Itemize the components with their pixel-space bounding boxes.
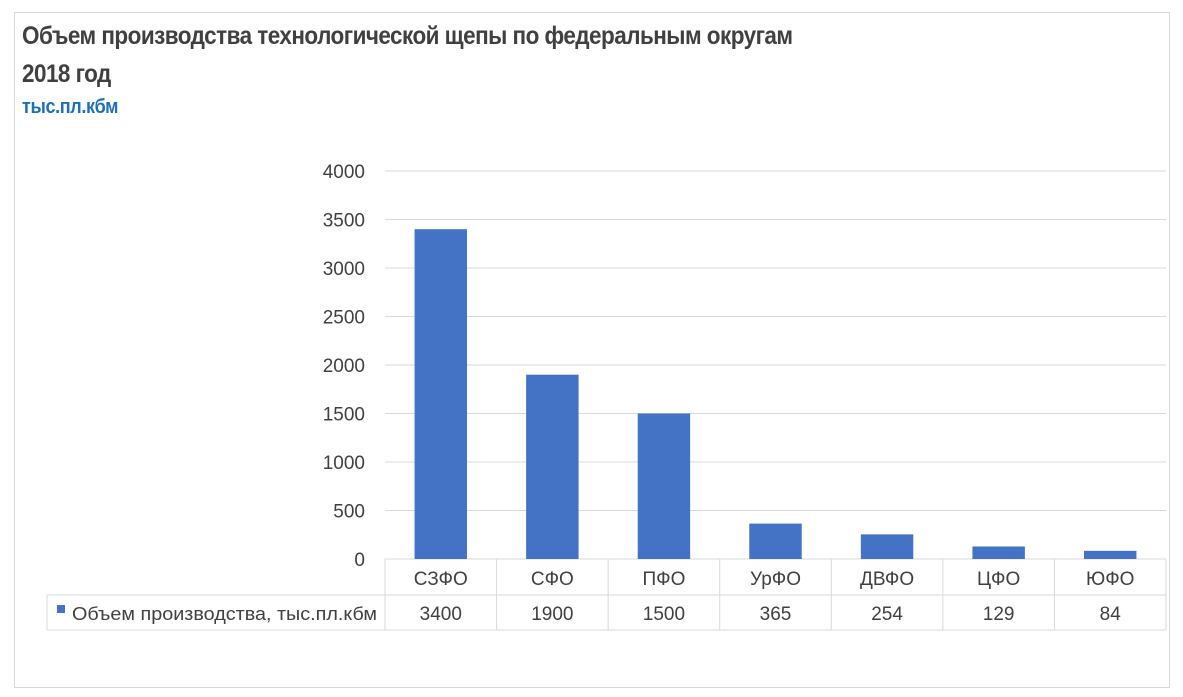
data-label: 254: [871, 604, 903, 625]
x-tick-label: ПФО: [642, 569, 685, 590]
y-tick-label: 3500: [323, 211, 365, 232]
y-tick-label: 2500: [323, 308, 365, 329]
y-tick-label: 0: [354, 550, 365, 571]
y-tick-label: 1000: [323, 453, 365, 474]
x-tick-label: ДВФО: [860, 569, 914, 590]
data-label: 1500: [643, 604, 685, 625]
bar: [860, 534, 914, 559]
data-label: 84: [1100, 604, 1122, 625]
data-label: 129: [983, 604, 1015, 625]
data-label: 1900: [531, 604, 573, 625]
y-tick-label: 500: [333, 502, 365, 523]
data-label: 365: [760, 604, 792, 625]
y-tick-label: 3000: [323, 259, 365, 280]
chart-subtitle: 2018 год: [22, 60, 111, 88]
x-tick-label: ЮФО: [1086, 569, 1134, 590]
x-tick-label: СФО: [531, 569, 574, 590]
x-tick-label: СЗФО: [414, 569, 468, 590]
legend-series-name: Объем производства, тыс.пл.кбм: [72, 604, 377, 624]
x-tick-label: ЦФО: [977, 569, 1020, 590]
bar: [526, 374, 579, 559]
chart-frame: [14, 12, 1170, 688]
bar: [972, 546, 1025, 559]
data-label: 3400: [420, 604, 462, 625]
bar: [414, 229, 468, 559]
bar: [1083, 550, 1137, 559]
x-tick-label: УрФО: [750, 569, 801, 590]
bar: [749, 523, 802, 559]
chart-units: тыс.пл.кбм: [22, 96, 119, 118]
y-tick-label: 1500: [323, 405, 365, 426]
y-tick-label: 2000: [323, 356, 365, 377]
bar: [637, 413, 691, 559]
y-tick-label: 4000: [323, 162, 365, 183]
legend-marker: [57, 605, 65, 613]
chart-title: Объем производства технологической щепы …: [22, 22, 793, 50]
